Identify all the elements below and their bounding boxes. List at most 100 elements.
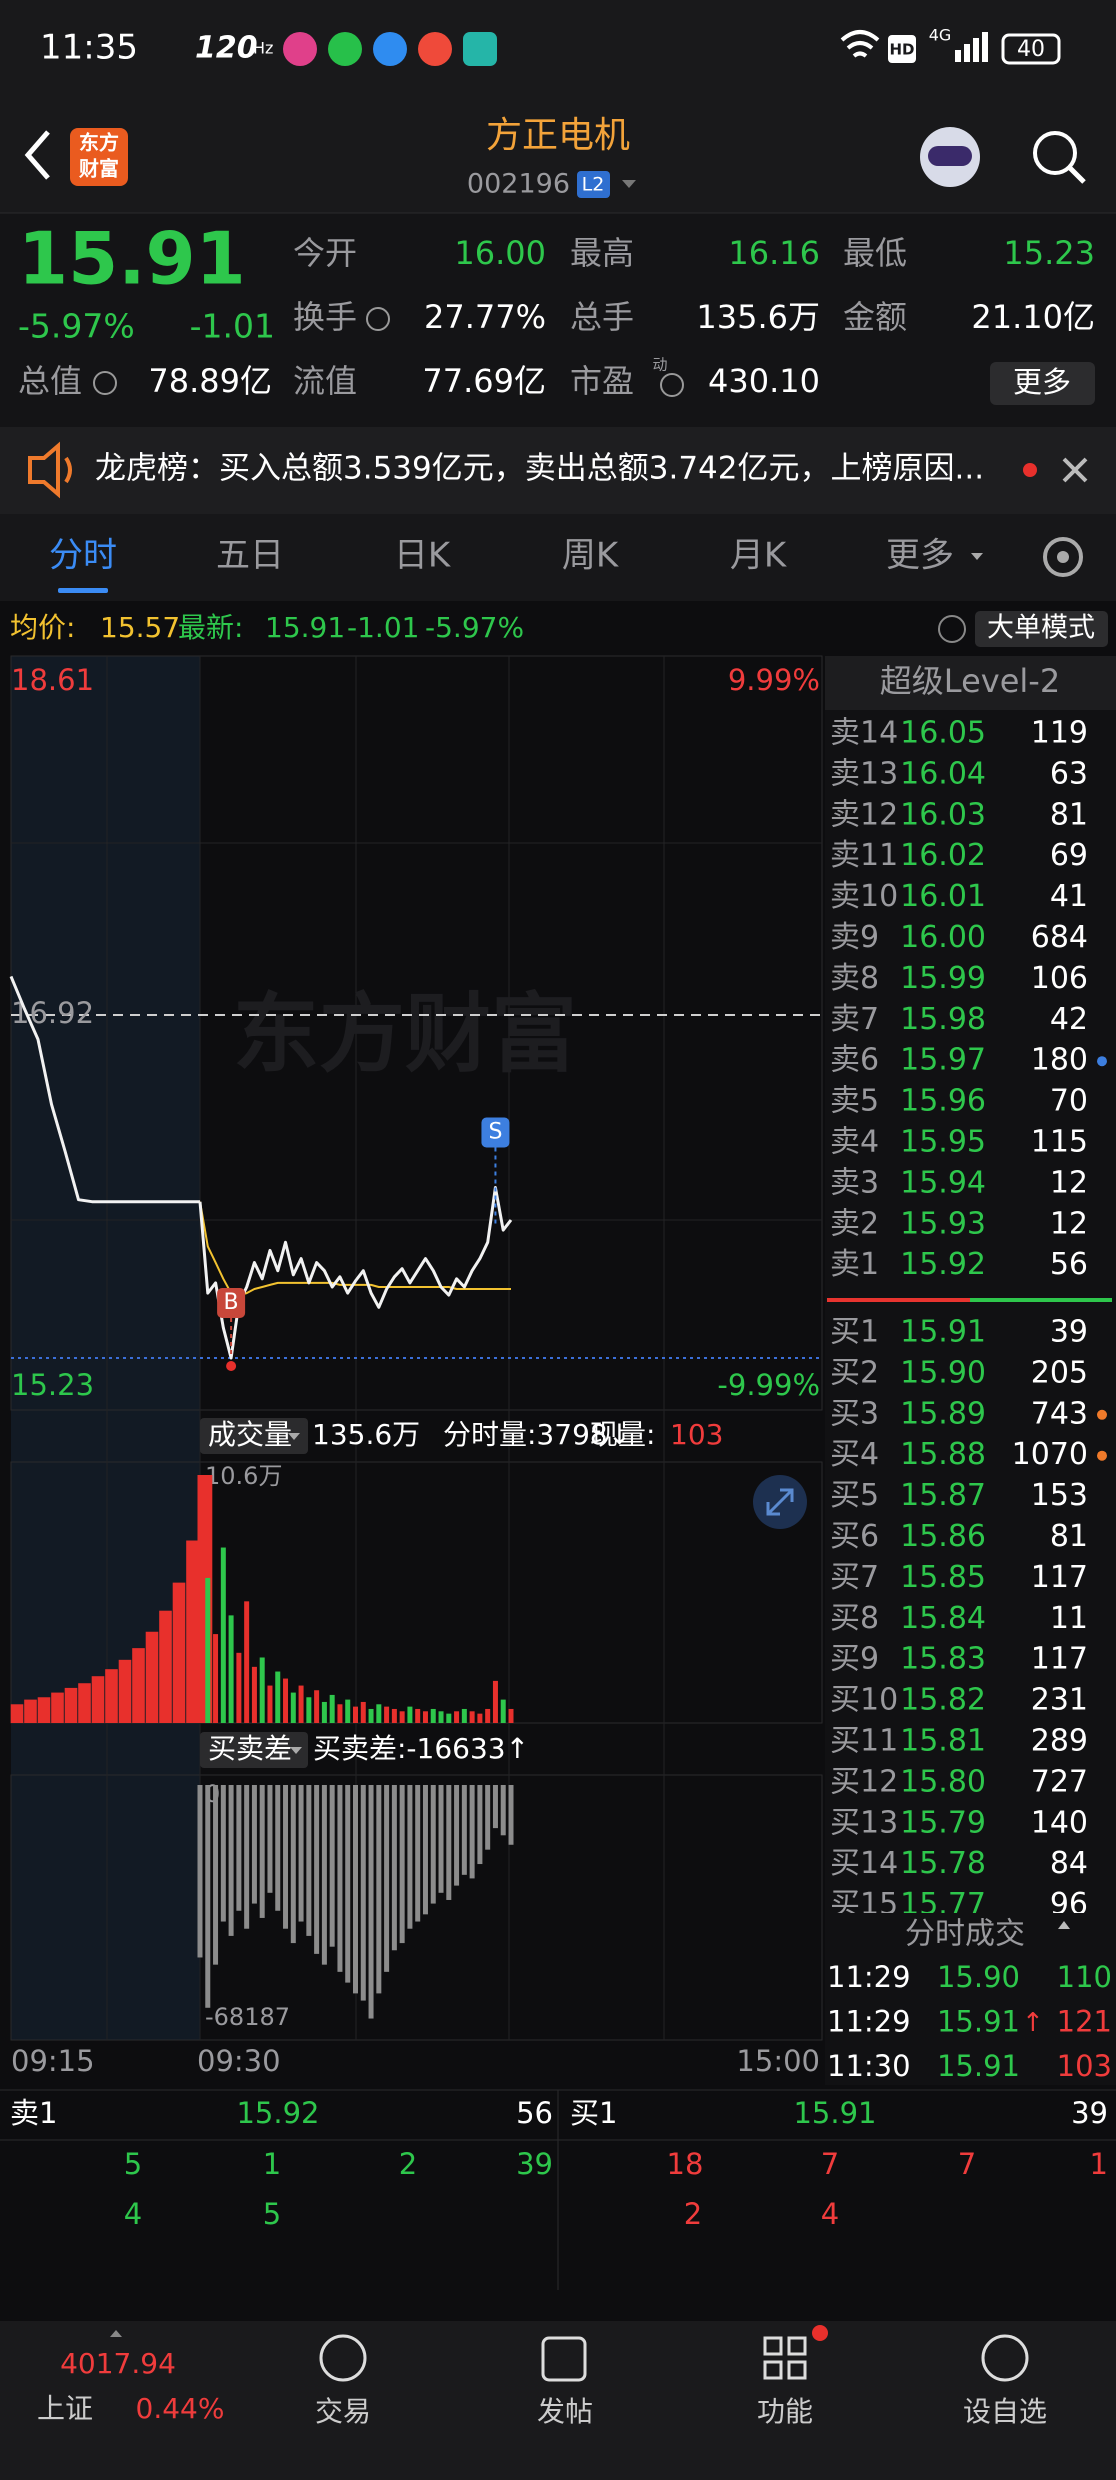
nav-item[interactable]: 设自选 [963,2395,1047,2428]
robot-icon[interactable] [920,127,980,187]
volume-bar [384,1706,390,1723]
diff-bar [415,1785,421,1922]
book-level: 卖6 [830,1043,879,1078]
current-volume-label: 现量: [590,1418,655,1451]
selector-bg[interactable] [200,1418,308,1454]
mode-button-label[interactable]: 大单模式 [987,613,1095,644]
low-dot [226,1361,237,1371]
nav-item[interactable]: 发帖 [537,2395,593,2428]
dropdown-arrow [971,553,983,560]
premarket-volume-bar [105,1669,118,1723]
book-price: 15.86 [900,1519,986,1554]
y-tick-label: 10.6万 [205,1462,282,1490]
mode-button[interactable] [975,611,1108,647]
expand-button[interactable] [753,1475,807,1529]
quote-bg [0,213,1116,427]
tabs-bg [0,514,1116,601]
tab[interactable]: 五日 [216,536,284,576]
news-ticker[interactable]: 龙虎榜：买入总额3.539亿元，卖出总额3.742亿元，上榜原因... [95,451,984,487]
book-level: 卖8 [830,961,879,996]
diff-bar [283,1785,289,1929]
back-button[interactable] [24,130,50,180]
dropdown-arrow[interactable] [622,180,636,188]
field-value: 27.77% [424,298,546,336]
volume-total: 135.6万 [312,1418,420,1451]
volume-bar [228,1615,234,1723]
volume-bar [220,1547,226,1723]
book-volume: 11 [1050,1601,1088,1636]
tab[interactable]: 分时 [49,536,117,576]
collapse-arrow[interactable] [1058,1921,1070,1929]
refresh-rate: 120 [195,31,258,66]
book-volume: 117 [1031,1560,1088,1595]
trade-price: 15.91 [937,2005,1020,2039]
book-price: 15.84 [900,1601,986,1636]
book-price: 15.91 [900,1315,986,1350]
field-label: 最低 [843,234,907,272]
news-bg [0,427,1116,514]
index-value[interactable]: 4017.94 [60,2347,176,2380]
tab[interactable]: 月K [730,536,788,576]
diff-bar [321,1785,327,1965]
badge-dot [812,2325,828,2341]
book-price: 15.95 [900,1125,986,1160]
diff-bar [267,1785,273,1893]
book-price: 16.00 [900,920,986,955]
diff-bar [485,1785,491,1850]
book-level: 买9 [830,1642,879,1677]
premarket-volume-bar [132,1648,145,1723]
book-volume: 153 [1031,1478,1088,1513]
book-price: 15.79 [900,1805,986,1840]
more-button[interactable] [990,362,1095,405]
book-volume: 106 [1031,961,1088,996]
diff-bar [508,1785,514,1845]
tab[interactable]: 日K [394,536,452,576]
book-price: 15.94 [900,1165,986,1200]
nav-bg [0,2321,1116,2480]
settings-button[interactable] [1043,537,1083,577]
trades-title: 分时成交 [905,1917,1025,1952]
premarket-volume-bar [37,1697,51,1723]
tab[interactable]: 周K [562,536,620,576]
pct-label: -9.99% [717,1368,820,1402]
queue-price: 15.91 [793,2096,876,2130]
book-volume: 84 [1050,1846,1088,1881]
latest-label: 最新: [178,611,243,644]
search-button[interactable] [1033,131,1086,184]
nav-icons [319,2334,1029,2382]
field-value: 15.23 [1003,234,1095,272]
last-price: 15.91 [18,217,246,301]
book-level: 卖12 [830,797,898,832]
diff-bar [430,1785,436,1904]
diff-bar [251,1785,257,1904]
nav-item[interactable]: 功能 [757,2395,813,2428]
diff-bar [422,1785,428,1915]
diff-bar [220,1785,226,1922]
nav-item[interactable]: 交易 [315,2395,371,2428]
more-button-label[interactable]: 更多 [1013,365,1071,399]
volume-bar [337,1704,343,1723]
selector-bg[interactable] [200,1732,308,1768]
premarket-volume-bar [51,1692,64,1723]
help-icon[interactable] [938,615,966,643]
index-change[interactable]: 0.44% [136,2392,225,2425]
level2-title-bg [825,656,1116,710]
volume-bar [306,1697,312,1723]
tab[interactable]: 更多 [886,536,954,576]
close-button[interactable] [1062,457,1088,483]
trade-volume: 103 [1057,2049,1112,2083]
diff-bar [314,1785,320,1954]
book-volume: 289 [1031,1724,1088,1759]
diff-bar [477,1785,483,1865]
avg-label: 均价: [10,611,75,644]
field-value: 21.10亿 [971,298,1095,336]
diff-bar [376,1785,382,1994]
y-tick-label: -68187 [205,2003,290,2031]
diff-selector[interactable]: 买卖差 [208,1732,292,1765]
index-name[interactable]: 上证 [37,2392,93,2425]
book-volume: 81 [1050,797,1088,832]
pct-label: 9.99% [728,663,820,697]
volume-selector[interactable]: 成交量 [208,1418,292,1451]
queue-order: 7 [958,2147,976,2181]
book-volume: 115 [1031,1125,1088,1160]
